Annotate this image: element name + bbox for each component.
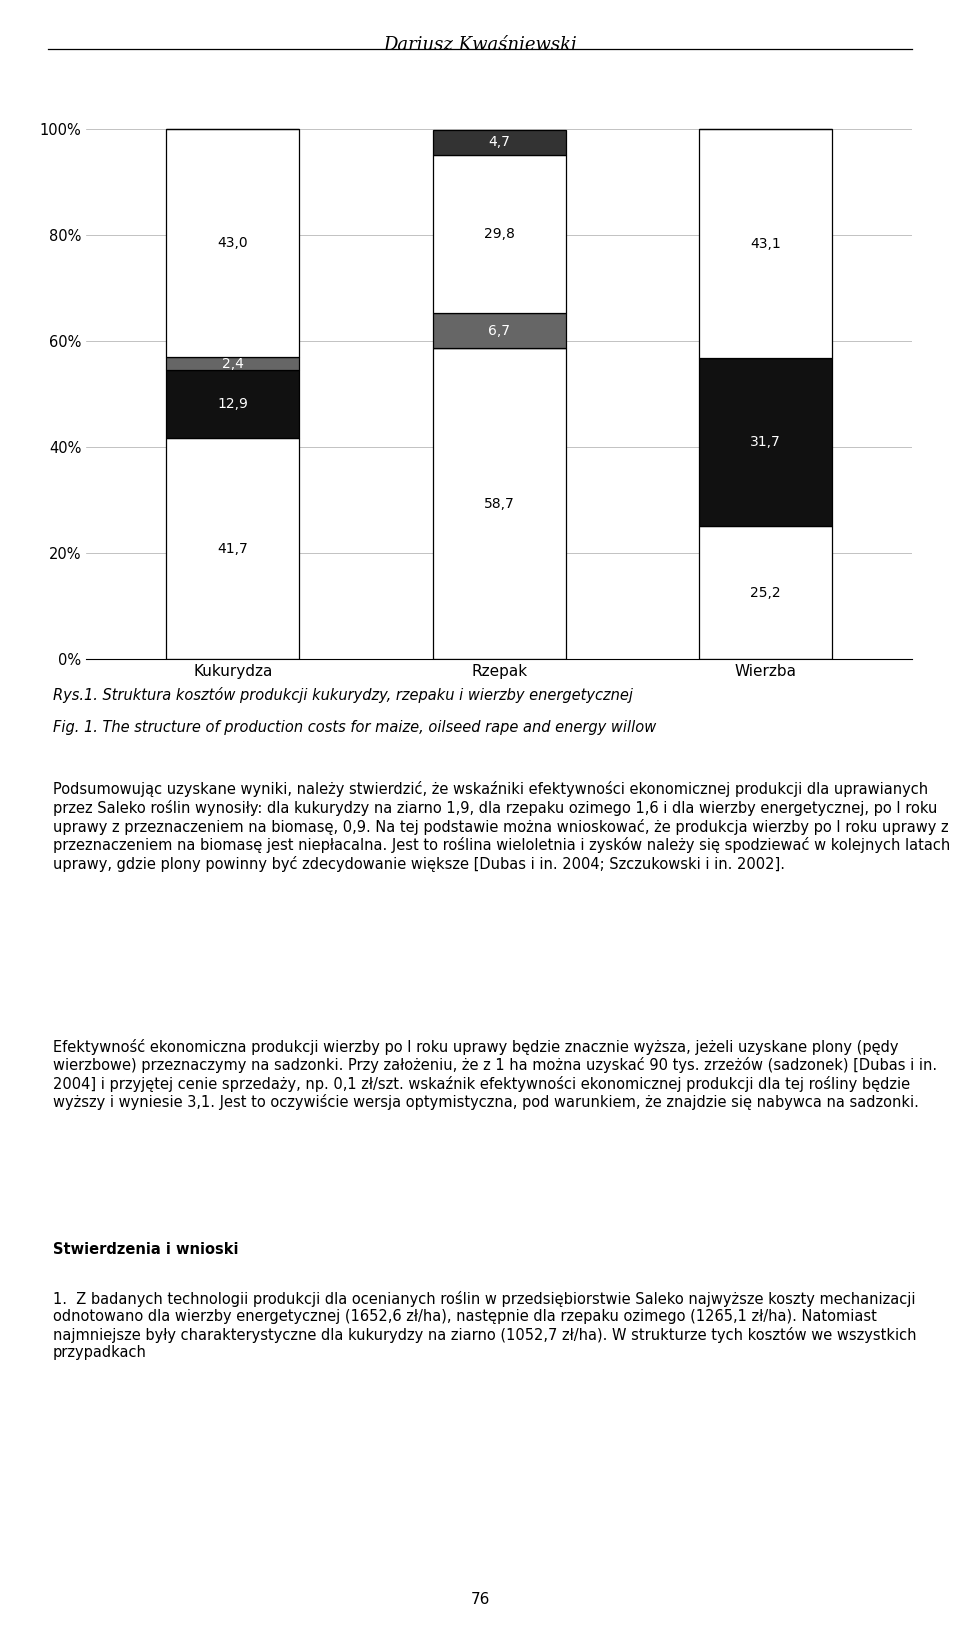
Bar <box>699 130 832 358</box>
Text: 41,7: 41,7 <box>218 542 249 555</box>
Bar <box>433 155 565 313</box>
Bar <box>166 357 300 370</box>
Text: 12,9: 12,9 <box>217 397 249 412</box>
Text: Stwierdzenia i wnioski: Stwierdzenia i wnioski <box>53 1242 238 1257</box>
Bar <box>699 358 832 526</box>
Bar <box>166 438 300 659</box>
Text: Fig. 1. The structure of production costs for maize, oilseed rape and energy wil: Fig. 1. The structure of production cost… <box>53 720 656 734</box>
Bar <box>433 130 565 155</box>
Text: 29,8: 29,8 <box>484 226 515 241</box>
Text: 1.  Z badanych technologii produkcji dla ocenianych roślin w przedsiębiorstwie S: 1. Z badanych technologii produkcji dla … <box>53 1291 916 1361</box>
Text: Rys.1. Struktura kosztów produkcji kukurydzy, rzepaku i wierzby energetycznej: Rys.1. Struktura kosztów produkcji kukur… <box>53 687 633 703</box>
Text: 2,4: 2,4 <box>222 357 244 371</box>
Text: 43,1: 43,1 <box>750 236 780 251</box>
Bar <box>433 348 565 659</box>
Text: 31,7: 31,7 <box>750 435 780 449</box>
Bar <box>166 130 300 357</box>
Text: 6,7: 6,7 <box>489 324 510 337</box>
Bar <box>699 526 832 659</box>
Bar <box>433 313 565 348</box>
Text: Podsumowując uzyskane wyniki, należy stwierdzić, że wskaźniki efektywności ekono: Podsumowując uzyskane wyniki, należy stw… <box>53 781 950 873</box>
Text: 4,7: 4,7 <box>489 135 510 150</box>
Text: 58,7: 58,7 <box>484 497 515 511</box>
Text: 43,0: 43,0 <box>218 236 249 251</box>
Bar <box>166 370 300 438</box>
Text: 25,2: 25,2 <box>750 586 780 599</box>
Text: Efektywność ekonomiczna produkcji wierzby po I roku uprawy będzie znacznie wyższ: Efektywność ekonomiczna produkcji wierzb… <box>53 1039 937 1110</box>
Text: Dariusz Kwaśniewski: Dariusz Kwaśniewski <box>383 36 577 54</box>
Text: 76: 76 <box>470 1592 490 1607</box>
